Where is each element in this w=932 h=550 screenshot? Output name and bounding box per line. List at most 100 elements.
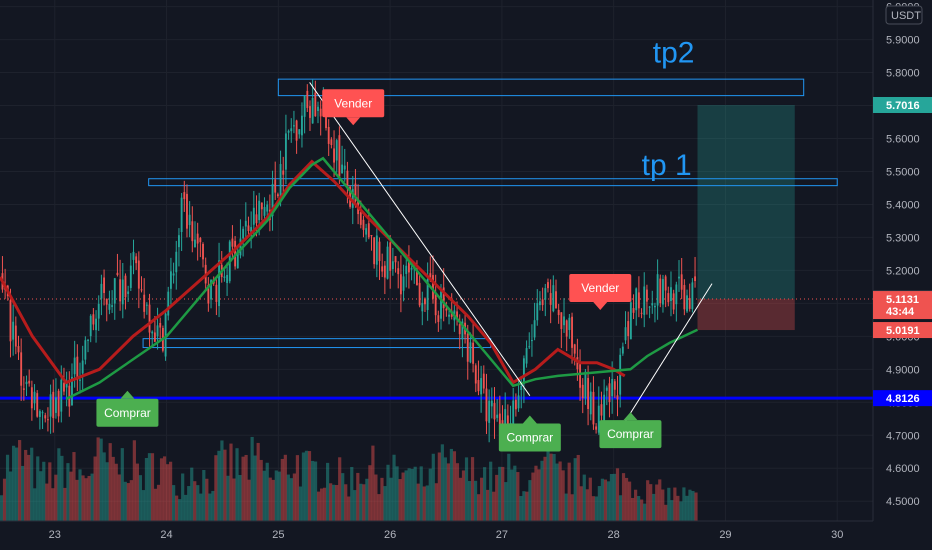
stop-loss-area[interactable] bbox=[697, 299, 795, 331]
candle-body bbox=[60, 379, 63, 412]
volume-bar bbox=[504, 482, 508, 521]
candle-body bbox=[63, 383, 65, 392]
candle-body bbox=[373, 237, 376, 265]
time-axis[interactable]: 23 24 25 26 27 28 29 30 bbox=[0, 520, 932, 550]
price-tick-label: 5.9000 bbox=[886, 35, 920, 47]
volume-bar bbox=[458, 477, 463, 521]
volume-bar bbox=[332, 484, 336, 521]
candle-body bbox=[498, 413, 501, 426]
price-label bbox=[873, 96, 932, 113]
candle-body bbox=[520, 385, 523, 391]
zone-box[interactable] bbox=[277, 78, 805, 97]
candle-body bbox=[522, 358, 525, 385]
candle-body bbox=[389, 242, 392, 271]
volume-bar bbox=[624, 477, 629, 521]
volume-bar bbox=[649, 484, 653, 521]
volume-bar bbox=[162, 456, 167, 521]
candle-body bbox=[691, 282, 694, 310]
candle-body bbox=[654, 305, 656, 308]
candles bbox=[1, 79, 696, 451]
candle-body bbox=[375, 235, 378, 265]
candle-body bbox=[391, 261, 394, 270]
volume-bar bbox=[419, 466, 423, 521]
candle-body bbox=[263, 206, 266, 216]
candle-body bbox=[33, 391, 36, 404]
volume-bar bbox=[564, 493, 568, 521]
volume-bar bbox=[11, 445, 16, 521]
volume-bar bbox=[286, 474, 290, 521]
candle-body bbox=[416, 269, 418, 286]
candle-body bbox=[319, 108, 322, 117]
candle-body bbox=[621, 346, 624, 354]
candle-body bbox=[670, 287, 672, 301]
volume-bar bbox=[646, 480, 650, 521]
candle-body bbox=[517, 395, 520, 409]
volume-bar bbox=[576, 454, 580, 521]
candle-body bbox=[116, 272, 119, 276]
position-tool[interactable] bbox=[0, 104, 873, 400]
price-label bbox=[873, 291, 932, 320]
candle-body bbox=[560, 312, 563, 330]
trendline[interactable] bbox=[309, 82, 531, 396]
candle-body bbox=[244, 220, 247, 227]
candle-body bbox=[488, 400, 491, 423]
volume-bar bbox=[45, 483, 49, 521]
volume-bar bbox=[232, 478, 236, 521]
candle-body bbox=[199, 238, 202, 243]
volume-bar bbox=[319, 488, 324, 521]
volume-bar bbox=[193, 481, 197, 521]
volume-bar bbox=[546, 449, 550, 521]
candle-body bbox=[624, 327, 627, 341]
candle-body bbox=[255, 214, 258, 224]
candle-body bbox=[565, 320, 568, 337]
candle-body bbox=[151, 331, 154, 334]
candle-body bbox=[458, 324, 461, 335]
candle-body bbox=[234, 240, 237, 267]
volume-bar bbox=[630, 497, 635, 521]
volume-bar bbox=[612, 473, 617, 521]
volume-bar bbox=[265, 462, 269, 521]
candle-body bbox=[637, 292, 640, 309]
ma-green-line bbox=[65, 156, 699, 401]
price-label bbox=[873, 322, 932, 339]
quote-unit-badge[interactable] bbox=[885, 5, 923, 25]
volume-bar bbox=[640, 499, 644, 521]
zones[interactable]: tp2 tp 1 bbox=[142, 37, 838, 349]
candle-body bbox=[306, 90, 309, 108]
candle-body bbox=[180, 197, 183, 233]
zone-box[interactable] bbox=[148, 178, 838, 187]
candle-body bbox=[145, 304, 148, 306]
volume-bar bbox=[362, 484, 366, 521]
volume-bar bbox=[99, 438, 103, 521]
candle-body bbox=[552, 285, 555, 312]
price-axis-background bbox=[873, 0, 932, 550]
candle-body bbox=[303, 95, 306, 117]
candle-body bbox=[490, 400, 493, 407]
volume-bar bbox=[489, 461, 493, 521]
candle-body bbox=[469, 342, 472, 363]
volume-bar bbox=[295, 455, 300, 521]
candle-body bbox=[188, 214, 191, 226]
candle-body bbox=[571, 316, 573, 348]
price-axis[interactable]: 4.50004.60004.70004.80004.90005.00005.10… bbox=[872, 0, 932, 550]
volume-bar bbox=[461, 470, 466, 521]
volume-bar bbox=[658, 479, 662, 521]
candle-body bbox=[57, 390, 60, 417]
candle-body bbox=[223, 276, 226, 278]
candle-body bbox=[616, 395, 619, 400]
volume-bar bbox=[634, 489, 638, 521]
volume-bar bbox=[223, 449, 227, 521]
candle-body bbox=[295, 120, 298, 141]
candle-body bbox=[359, 212, 362, 225]
candle-body bbox=[156, 325, 159, 337]
zone-label: tp 1 bbox=[642, 149, 692, 182]
candle-body bbox=[65, 383, 68, 388]
take-profit-area[interactable] bbox=[697, 104, 795, 300]
volume-bar bbox=[464, 457, 469, 521]
volume-bar bbox=[443, 457, 447, 521]
candle-body bbox=[207, 284, 210, 304]
candle-body bbox=[587, 378, 590, 409]
